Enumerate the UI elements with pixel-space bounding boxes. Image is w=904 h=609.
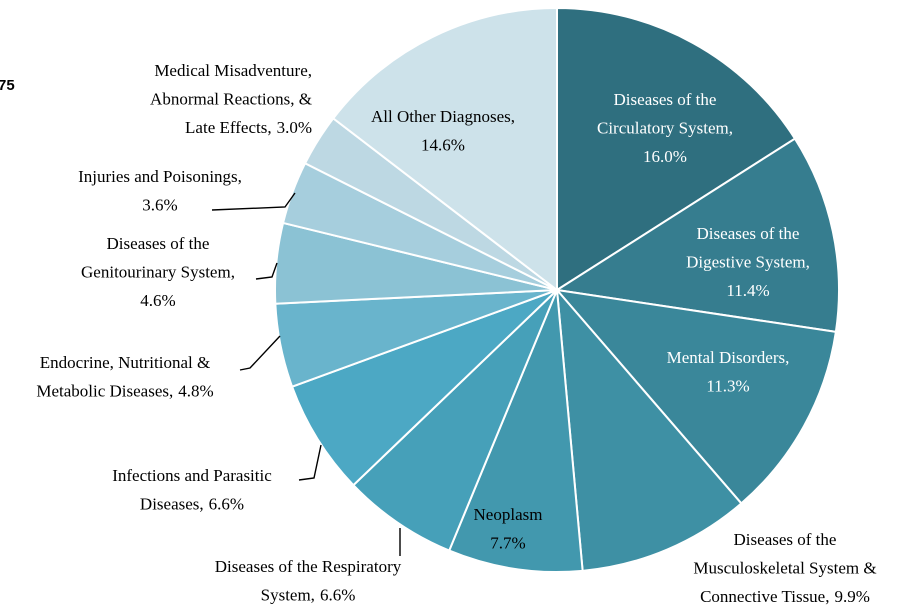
value-label: 4.6% (140, 291, 175, 310)
slice-label: Neoplasm 7.7% (474, 505, 543, 553)
label-line: Genitourinary System, (81, 262, 235, 281)
label-line: Mental Disorders, (667, 348, 790, 367)
slice-label: Diseases of the Genitourinary System, 4.6% (81, 234, 235, 310)
label-line: Endocrine, Nutritional & (40, 353, 210, 372)
pie-slice (331, 6, 558, 293)
label-line: Connective Tissue, (700, 587, 829, 606)
label-line: Metabolic Diseases, (36, 381, 173, 400)
label-line: Late Effects, (185, 118, 272, 137)
slice-label: Infections and Parasitic Diseases, 6.6% (112, 466, 272, 514)
pie-slice (556, 6, 797, 292)
cut-off-text: 75 (0, 77, 15, 94)
label-line: Diseases of the Respiratory (215, 557, 402, 576)
pie (274, 6, 840, 573)
value-label: 11.3% (706, 376, 749, 395)
value-label: 11.4% (726, 281, 769, 300)
pie-slice (554, 137, 840, 334)
value-label: 14.6% (421, 135, 465, 154)
slice-label: All Other Diagnoses, 14.6% (371, 107, 515, 155)
leader-line (239, 335, 281, 371)
value-label: 6.6% (209, 494, 244, 513)
slice-label: Diseases of the Circulatory System, 16.0% (597, 90, 733, 166)
label-line: Injuries and Poisonings, (78, 167, 242, 186)
pie-slice (554, 288, 838, 505)
labels: Diseases of the Circulatory System, 16.0%D… (36, 61, 876, 606)
value-label: 3.0% (277, 118, 312, 137)
slice-label: Diseases of the Respiratory System, 6.6% (215, 557, 402, 605)
leader-line (298, 444, 322, 481)
pie-slice (447, 289, 584, 573)
label-line: Digestive System, (686, 252, 810, 271)
value-label: 6.6% (320, 585, 355, 604)
pie-slice (352, 289, 558, 552)
slice-label: Diseases of the Musculoskeletal System & C… (693, 530, 876, 606)
label-line: Diseases of the (734, 530, 837, 549)
label-line: Diseases of the (107, 234, 210, 253)
leader-line (255, 262, 278, 280)
slice-label: Injuries and Poisonings, 3.6% (78, 167, 242, 215)
label-line: Diseases of the (614, 90, 717, 109)
value-label: 4.8% (178, 381, 213, 400)
value-label: 7.7% (490, 533, 525, 552)
label-line: Infections and Parasitic (112, 466, 272, 485)
pie-slice (555, 286, 743, 572)
leader-line (211, 192, 296, 211)
slice-label: Diseases of the Digestive System, 11.4% (686, 224, 810, 300)
label-line: Diseases, (140, 494, 204, 513)
label-line: Diseases of the (697, 224, 800, 243)
slice-label: Endocrine, Nutritional & Metabolic Diseas… (36, 353, 213, 401)
label-line: Neoplasm (474, 505, 543, 524)
slice-label: Medical Misadventure, Abnormal Reactions,… (150, 61, 312, 137)
value-label: 16.0% (643, 147, 687, 166)
label-line: All Other Diagnoses, (371, 107, 515, 126)
pie-slice (290, 289, 558, 487)
label-line: System, (261, 585, 315, 604)
label-line: Medical Misadventure, (154, 61, 312, 80)
value-label: 3.6% (142, 195, 177, 214)
slice-label: Mental Disorders, 11.3% (667, 348, 790, 396)
label-line: Abnormal Reactions, & (150, 89, 312, 108)
label-line: Musculoskeletal System & (693, 558, 876, 577)
value-label: 9.9% (834, 587, 869, 606)
label-line: Circulatory System, (597, 118, 733, 137)
